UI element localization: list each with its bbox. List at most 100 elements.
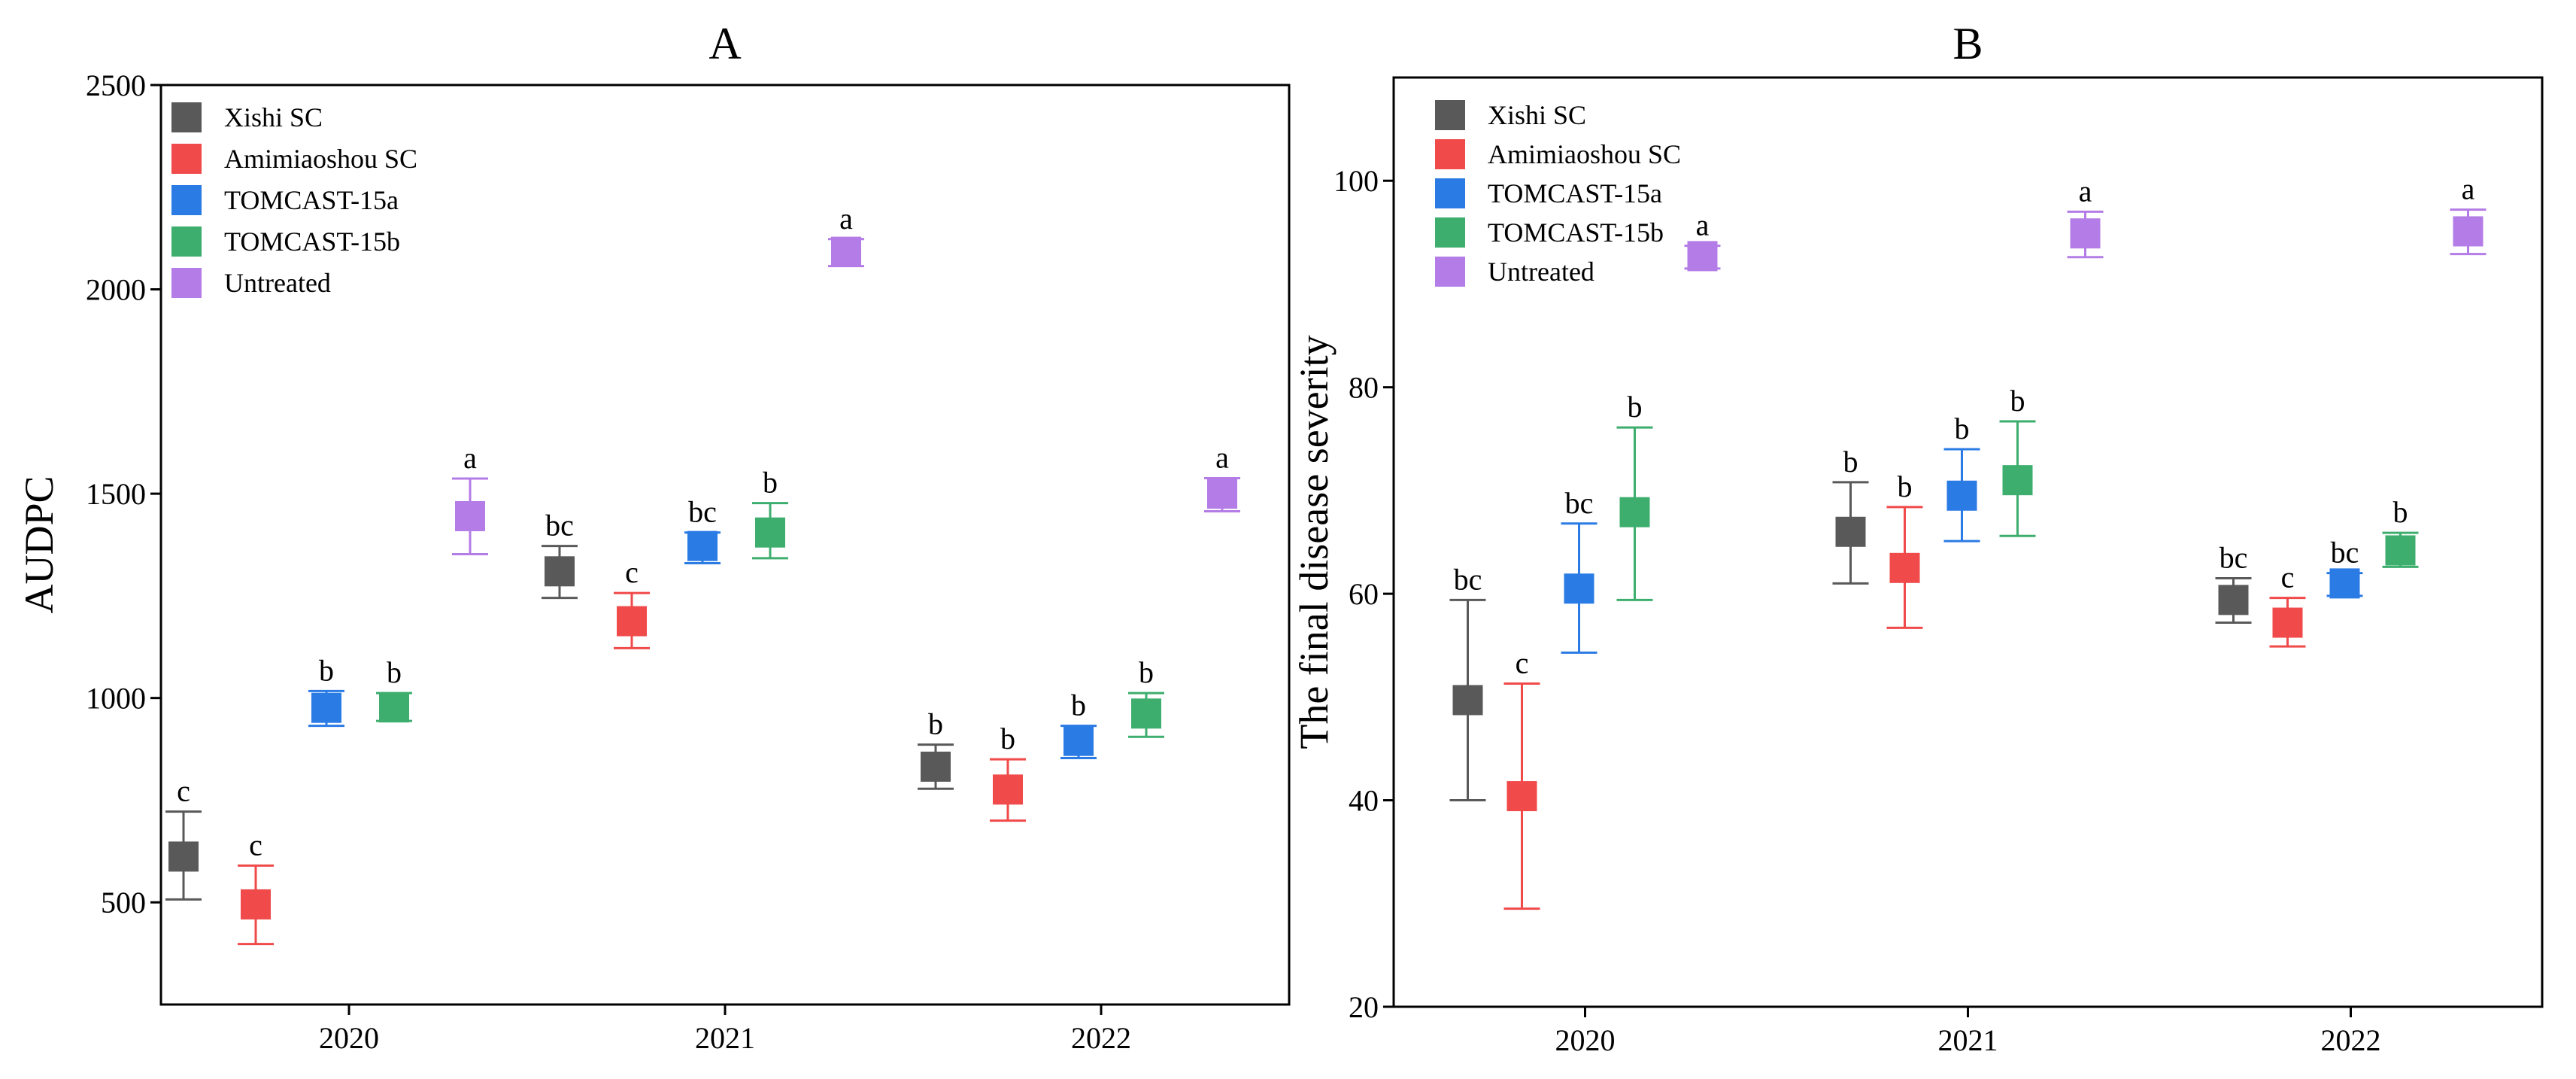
significance-label: b <box>1071 688 1086 722</box>
y-tick-label: 1500 <box>86 477 146 511</box>
data-point <box>311 692 341 723</box>
data-point <box>1063 725 1094 756</box>
data-point <box>1131 698 1161 729</box>
data-point <box>455 500 485 531</box>
significance-label: b <box>928 707 943 741</box>
data-point <box>1207 479 1237 509</box>
significance-label: bc <box>545 509 574 543</box>
legend-label: TOMCAST-15b <box>1488 217 1664 248</box>
legend-label: TOMCAST-15a <box>1488 178 1662 208</box>
legend-label: Xishi SC <box>224 102 323 132</box>
y-tick-label: 500 <box>101 886 146 919</box>
legend-swatch <box>1435 139 1465 169</box>
series-3: b b b <box>376 466 1164 738</box>
significance-label: a <box>463 441 477 475</box>
significance-label: b <box>1955 412 1970 445</box>
legend-label: TOMCAST-15b <box>224 226 400 257</box>
legend-swatch <box>171 144 202 174</box>
y-tick-label: 2500 <box>86 68 146 102</box>
data-point <box>1564 573 1594 604</box>
data-point <box>2070 218 2101 249</box>
data-point <box>1452 685 1483 716</box>
significance-label: c <box>249 828 262 862</box>
data-point <box>2329 568 2360 599</box>
y-tick-label: 40 <box>1349 784 1379 818</box>
legend-label: Amimiaoshou SC <box>224 144 417 174</box>
significance-label: b <box>2010 384 2025 418</box>
significance-label: a <box>2079 174 2092 208</box>
data-point <box>617 606 647 637</box>
series-1: cbc <box>1503 470 2306 910</box>
x-tick-label: 2022 <box>2321 1023 2381 1057</box>
legend-label: Untreated <box>224 268 331 298</box>
data-point <box>379 692 409 723</box>
significance-label: b <box>1843 445 1858 479</box>
legend-swatch <box>171 102 202 132</box>
legend-swatch <box>171 185 202 215</box>
legend-swatch <box>1435 100 1465 130</box>
data-point <box>1946 480 1977 511</box>
x-tick-label: 2022 <box>1071 1021 1131 1055</box>
significance-label: b <box>1000 722 1015 755</box>
y-tick-label: 1000 <box>86 682 146 716</box>
significance-label: b <box>1139 655 1154 689</box>
significance-label: c <box>2281 561 2295 594</box>
significance-label: a <box>839 202 853 236</box>
data-point <box>545 556 575 587</box>
data-point <box>241 889 271 919</box>
significance-label: b <box>387 655 402 689</box>
data-point <box>2218 585 2249 615</box>
x-tick-label: 2021 <box>695 1021 755 1055</box>
data-point <box>1506 781 1537 812</box>
legend-swatch <box>171 226 202 257</box>
significance-label: bc <box>1565 486 1594 520</box>
data-point <box>1835 516 1866 547</box>
legend-swatch <box>171 268 202 298</box>
significance-label: a <box>2462 172 2475 206</box>
data-point <box>993 774 1023 805</box>
data-point <box>755 517 785 548</box>
legend-label: Untreated <box>1488 257 1594 287</box>
series-3: b b b <box>1616 384 2419 601</box>
data-point <box>1889 552 1920 583</box>
data-point <box>831 236 861 267</box>
panel-b: B The final disease severity 20 40 60 80 100 20… <box>1291 19 2544 1057</box>
x-tick-label: 2020 <box>319 1021 379 1055</box>
y-tick-label: 2000 <box>86 273 146 307</box>
data-point <box>687 530 718 561</box>
y-tick-label: 80 <box>1349 371 1379 405</box>
y-tick-label: 20 <box>1349 990 1379 1024</box>
legend-swatch <box>1435 178 1465 208</box>
y-axis-label: The final disease severity <box>1291 335 1337 749</box>
significance-label: bc <box>1454 562 1482 596</box>
significance-label: a <box>1215 440 1229 474</box>
significance-label: b <box>319 653 334 687</box>
data-point <box>1687 241 1718 272</box>
significance-label: b <box>763 466 778 500</box>
data-point <box>168 841 199 872</box>
significance-label: b <box>1898 470 1913 503</box>
x-tick-label: 2021 <box>1938 1023 1998 1057</box>
legend-label: Amimiaoshou SC <box>1488 139 1681 169</box>
significance-label: c <box>1516 646 1529 679</box>
significance-label: c <box>625 555 639 589</box>
data-point <box>2453 216 2483 247</box>
series-1: c c b <box>238 555 1026 946</box>
legend-swatch <box>1435 257 1465 287</box>
panel-title: B <box>1952 19 1983 68</box>
significance-label: c <box>177 774 190 808</box>
data-point <box>2385 535 2416 566</box>
panel-title: A <box>708 19 741 68</box>
x-tick-label: 2020 <box>1555 1023 1616 1057</box>
plot-frame <box>159 84 1291 1006</box>
data-point <box>2002 465 2033 496</box>
data-point <box>2272 607 2303 638</box>
data-point <box>921 751 951 782</box>
significance-label: bc <box>2331 536 2359 570</box>
